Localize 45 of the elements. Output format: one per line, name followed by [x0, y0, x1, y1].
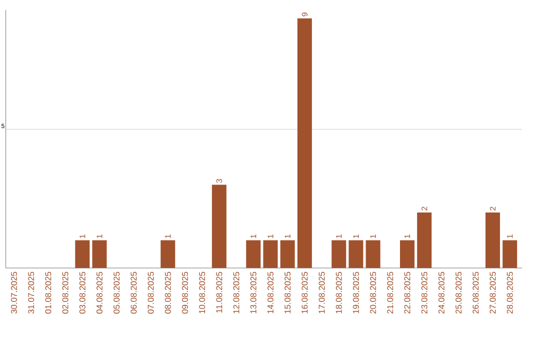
- x-tick-label: 26.08.2025: [472, 272, 479, 314]
- bar: [246, 240, 261, 268]
- bar: [502, 240, 518, 268]
- bar: [400, 240, 414, 268]
- x-tick-label: 04.08.2025: [96, 272, 102, 314]
- x-tick-label: 25.08.2025: [456, 272, 462, 314]
- x-tick-label: 28.08.2025: [506, 272, 513, 314]
- bar: [366, 240, 380, 268]
- bar: [280, 240, 295, 268]
- x-tick-label: 31.07.2025: [28, 272, 34, 314]
- x-tick-label: 21.08.2025: [387, 272, 394, 314]
- x-tick-label: 08.08.2025: [164, 272, 171, 314]
- bar: [348, 240, 364, 268]
- x-tick-label: 15.08.2025: [284, 272, 291, 314]
- bar: [75, 240, 90, 268]
- x-tick-label: 12.08.2025: [233, 272, 240, 314]
- bar: [485, 212, 500, 268]
- bar: [160, 240, 176, 268]
- x-tick-label: 05.08.2025: [114, 272, 120, 314]
- bar: [417, 212, 432, 268]
- x-tick-label: 13.08.2025: [250, 272, 256, 314]
- bar: [297, 18, 312, 268]
- bar: [332, 240, 346, 268]
- x-tick-label: 27.08.2025: [490, 272, 496, 314]
- x-tick-label: 23.08.2025: [421, 272, 428, 314]
- x-tick-label: 17.08.2025: [318, 272, 325, 314]
- x-tick-label: 24.08.2025: [438, 272, 444, 314]
- bar: [92, 240, 107, 268]
- x-tick-label: 30.07.2025: [11, 272, 17, 314]
- x-tick-label: 18.08.2025: [336, 272, 342, 314]
- x-tick-label: 06.08.2025: [130, 272, 137, 314]
- x-tick-label: 11.08.2025: [216, 272, 222, 313]
- x-tick-label: 19.08.2025: [352, 272, 359, 314]
- x-tick-label: 20.08.2025: [370, 272, 376, 314]
- x-tick-label: 22.08.2025: [404, 272, 410, 314]
- x-tick-label: 07.08.2025: [148, 272, 154, 314]
- bar: [263, 240, 278, 268]
- x-tick-label: 01.08.2025: [45, 272, 52, 314]
- x-tick-label: 02.08.2025: [62, 272, 68, 314]
- x-tick-label: 09.08.2025: [182, 272, 188, 314]
- x-tick-label: 16.08.2025: [302, 272, 308, 314]
- x-tick-label: 03.08.2025: [79, 272, 86, 314]
- x-tick-label: 10.08.2025: [199, 272, 206, 314]
- bar: [212, 184, 226, 268]
- x-tick-label: 14.08.2025: [267, 272, 274, 314]
